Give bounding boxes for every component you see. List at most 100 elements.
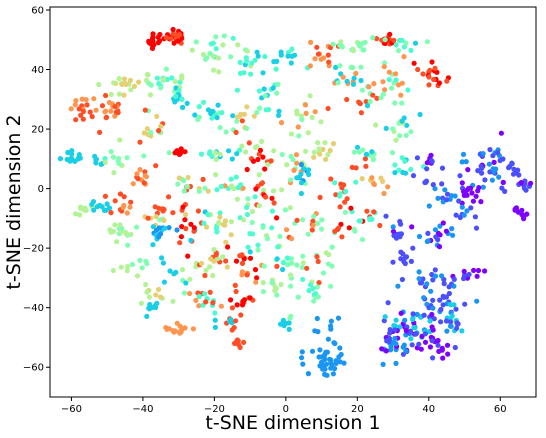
scatter-point — [448, 319, 454, 325]
scatter-point — [230, 35, 236, 41]
scatter-point — [381, 60, 388, 66]
scatter-point — [203, 267, 209, 273]
scatter-point — [398, 221, 404, 227]
scatter-point — [142, 107, 148, 113]
scatter-point — [213, 46, 219, 52]
scatter-point — [328, 360, 334, 366]
scatter-point — [457, 173, 463, 179]
scatter-point — [379, 346, 385, 352]
scatter-point — [195, 208, 201, 214]
scatter-point — [148, 133, 154, 139]
scatter-point — [367, 215, 373, 222]
scatter-point — [337, 63, 343, 69]
scatter-point — [117, 222, 123, 228]
scatter-point — [291, 167, 297, 173]
scatter-point — [202, 185, 208, 191]
scatter-point — [461, 189, 467, 195]
scatter-point — [121, 202, 127, 209]
scatter-point — [339, 234, 345, 240]
scatter-point — [352, 228, 358, 234]
scatter-point — [253, 279, 259, 285]
scatter-point — [253, 144, 259, 150]
scatter-point — [398, 256, 404, 262]
scatter-point — [273, 66, 279, 72]
scatter-point — [181, 188, 187, 194]
scatter-point — [203, 299, 209, 305]
scatter-point — [119, 81, 125, 87]
y-tick-label: 0 — [38, 184, 44, 195]
scatter-point — [257, 105, 263, 111]
scatter-point — [257, 147, 264, 153]
scatter-point — [326, 59, 332, 65]
scatter-point — [178, 150, 184, 156]
scatter-point — [299, 355, 305, 361]
scatter-point — [210, 272, 216, 279]
scatter-point — [102, 109, 108, 115]
scatter-point — [287, 315, 293, 321]
scatter-point — [244, 125, 250, 131]
scatter-point — [102, 156, 108, 162]
scatter-point — [402, 254, 409, 260]
scatter-point — [439, 165, 446, 171]
scatter-point — [220, 254, 226, 260]
scatter-point — [409, 224, 415, 230]
scatter-point — [183, 212, 189, 218]
scatter-point — [264, 236, 271, 242]
scatter-point — [393, 77, 399, 83]
scatter-point — [278, 120, 285, 126]
scatter-point — [268, 158, 274, 164]
scatter-point — [425, 238, 431, 244]
scatter-point — [178, 329, 184, 335]
scatter-point — [170, 26, 176, 33]
scatter-point — [443, 318, 450, 324]
scatter-point — [487, 147, 493, 153]
scatter-point — [416, 233, 423, 240]
scatter-point — [510, 171, 517, 177]
scatter-point — [310, 286, 316, 292]
scatter-point — [234, 118, 240, 124]
scatter-point — [462, 301, 468, 307]
scatter-point — [453, 306, 459, 312]
scatter-point — [261, 187, 267, 193]
scatter-point — [408, 129, 414, 135]
scatter-point — [493, 166, 499, 172]
scatter-point — [156, 234, 162, 240]
scatter-point — [228, 176, 234, 182]
scatter-point — [420, 71, 426, 77]
scatter-point — [438, 306, 444, 313]
scatter-point — [164, 76, 170, 83]
scatter-point — [204, 55, 210, 61]
y-tick-label: 40 — [31, 65, 44, 76]
scatter-point — [237, 253, 243, 259]
scatter-point — [348, 205, 354, 211]
scatter-point — [239, 260, 246, 266]
scatter-point — [304, 265, 310, 271]
scatter-point — [154, 75, 160, 81]
scatter-point — [393, 71, 399, 77]
scatter-point — [382, 37, 388, 43]
scatter-point — [294, 262, 300, 268]
scatter-point — [280, 259, 286, 266]
scatter-point — [124, 155, 130, 161]
scatter-point — [414, 311, 420, 317]
scatter-point — [444, 78, 450, 84]
scatter-point — [402, 158, 408, 164]
scatter-point — [460, 151, 467, 157]
scatter-point — [315, 329, 321, 335]
scatter-point — [399, 118, 405, 124]
scatter-point — [316, 280, 322, 286]
y-tick-label: 20 — [31, 125, 44, 136]
scatter-point — [144, 126, 150, 132]
scatter-point — [182, 149, 188, 155]
scatter-point — [356, 41, 362, 48]
scatter-point — [338, 221, 344, 227]
scatter-point — [357, 218, 363, 224]
scatter-point — [469, 190, 475, 196]
scatter-point — [518, 180, 524, 186]
scatter-point — [335, 225, 342, 231]
scatter-point — [426, 74, 432, 80]
scatter-point — [156, 225, 162, 231]
scatter-point — [175, 181, 181, 187]
scatter-point — [229, 327, 235, 333]
y-tick-label: −40 — [23, 303, 44, 314]
